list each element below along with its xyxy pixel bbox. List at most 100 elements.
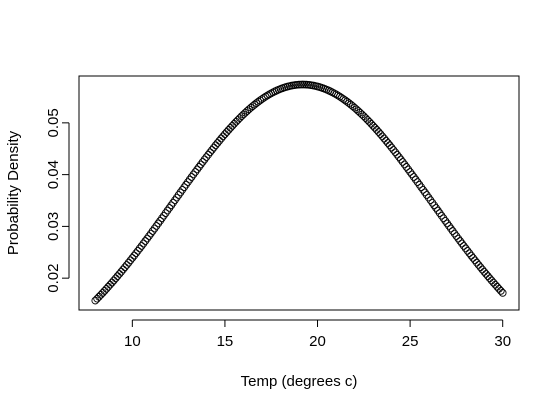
data-point (119, 265, 127, 274)
data-point (415, 180, 424, 189)
data-point (202, 153, 211, 161)
data-point (234, 116, 242, 124)
data-point (126, 256, 135, 265)
data-point (259, 93, 268, 102)
data-point (206, 148, 214, 157)
data-point (106, 280, 114, 289)
data-point (122, 261, 131, 269)
data-point (402, 163, 411, 171)
data-point (374, 128, 383, 136)
data-point (489, 278, 498, 287)
data-point (185, 175, 194, 184)
data-point (487, 276, 496, 285)
data-point (495, 284, 503, 293)
data-point (139, 239, 148, 248)
data-point (465, 249, 474, 258)
data-point (213, 139, 222, 147)
data-point (147, 229, 155, 238)
x-tick-label: 10 (124, 333, 141, 350)
y-tick-label: 0.04 (45, 160, 62, 189)
data-point (439, 214, 448, 223)
data-point (221, 130, 229, 138)
data-point (385, 141, 394, 150)
data-point (150, 224, 159, 233)
y-axis-title: Probability Density (5, 130, 22, 255)
data-point (389, 146, 398, 154)
data-point (169, 198, 177, 207)
data-point (171, 196, 179, 205)
data-point (135, 244, 144, 253)
data-point (441, 216, 450, 225)
data-point (367, 119, 376, 128)
x-tick-label: 25 (402, 333, 419, 350)
data-point (491, 280, 500, 289)
data-point (400, 160, 409, 169)
data-point (209, 143, 218, 152)
data-point (430, 201, 439, 210)
data-point (198, 158, 207, 166)
data-point (480, 267, 489, 276)
data-point (443, 219, 452, 228)
data-point (382, 136, 390, 145)
data-point (134, 246, 142, 255)
data-point (393, 150, 402, 159)
data-point (93, 294, 102, 303)
data-point (189, 170, 198, 179)
data-point (426, 196, 435, 205)
data-point (376, 130, 385, 138)
data-point (176, 188, 185, 197)
data-point (158, 214, 166, 223)
data-point (215, 136, 224, 145)
data-point (458, 239, 466, 248)
data-point (330, 89, 339, 98)
data-point (230, 119, 239, 128)
data-point (113, 272, 122, 281)
data-point (211, 141, 220, 150)
data-point (365, 117, 374, 126)
data-point (452, 232, 461, 240)
data-point (156, 216, 164, 225)
data-point (184, 178, 192, 186)
data-point (434, 206, 442, 215)
data-point (471, 256, 479, 265)
data-point (369, 121, 377, 130)
data-point (448, 227, 457, 235)
data-point (232, 117, 240, 126)
data-point (378, 132, 387, 141)
data-point (222, 128, 231, 136)
data-point (261, 92, 270, 101)
data-point (476, 263, 485, 272)
data-point (167, 201, 176, 210)
data-point (445, 222, 453, 230)
data-point (195, 163, 203, 171)
data-point (235, 114, 244, 122)
data-point (395, 153, 403, 161)
data-point (437, 211, 446, 220)
data-point (497, 287, 505, 295)
data-point (482, 270, 490, 278)
data-point (447, 224, 455, 233)
data-point (413, 178, 422, 186)
data-point (148, 227, 157, 235)
data-point (161, 209, 170, 217)
data-point (124, 258, 133, 267)
data-point (137, 242, 146, 250)
data-point (422, 191, 431, 199)
data-point (398, 158, 407, 166)
data-point (163, 206, 172, 215)
data-point (208, 146, 216, 154)
data-point (332, 90, 340, 99)
data-point (363, 116, 372, 124)
data-point (463, 246, 472, 255)
x-tick-label: 15 (217, 333, 234, 350)
data-point (200, 155, 209, 164)
data-point (182, 180, 190, 189)
data-point (180, 183, 189, 192)
data-point (226, 123, 235, 132)
data-point (191, 168, 200, 176)
data-point (428, 198, 437, 207)
data-point (143, 234, 152, 243)
data-point (469, 254, 477, 262)
data-point (467, 251, 476, 260)
